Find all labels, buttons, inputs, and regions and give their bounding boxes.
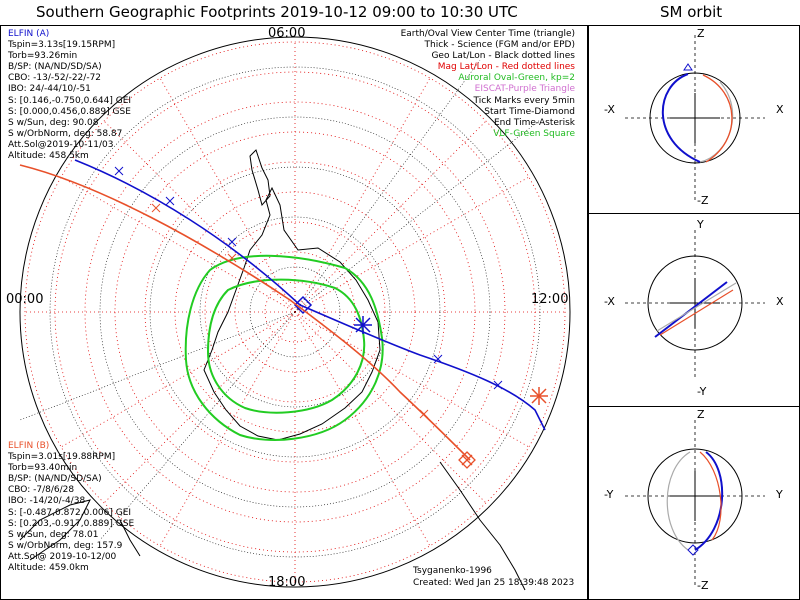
auroral-oval-inner <box>206 278 366 414</box>
legend-entry: End Time-Asterisk <box>493 117 575 128</box>
elfin-a-line: B/SP: (NA/ND/SD/SA) <box>8 62 102 73</box>
orbit-1-right-label: X <box>776 103 784 116</box>
elfin-b-end-asterisk <box>530 387 548 405</box>
elfin-a-name: ELFIN (A) <box>8 29 50 39</box>
elfin-a-line: S: [0.146,-0.750,0.644] GEI <box>8 95 132 106</box>
elfin-b-name: ELFIN (B) <box>8 441 50 451</box>
legend-entry: Tick Marks every 5min <box>473 95 575 106</box>
orbit-1-bottom-label: -Z <box>697 194 709 207</box>
orbit-1-left-label: -X <box>604 103 615 116</box>
elfin-a-line: IBO: 24/-44/10/-51 <box>8 84 91 95</box>
elfin-a-line: S w/OrbNorm, deg: 58.87 <box>8 128 123 139</box>
legend-entry: Mag Lat/Lon - Red dotted lines <box>437 62 575 73</box>
orbit-panel-xy <box>625 230 765 380</box>
geo-lon-lines <box>19 59 541 541</box>
elfin-b-info: ELFIN (B) Tspin=3.01s[19.88RPM] Torb=93.… <box>8 441 134 574</box>
elfin-b-line: S w/Sun, deg: 78.01 <box>8 529 99 540</box>
model-credit: Tsyganenko-1996 <box>413 566 492 576</box>
hour-label-left: 00:00 <box>6 292 44 307</box>
elfin-b-start-diamond <box>458 451 476 469</box>
legend-entry: Start Time-Diamond <box>484 106 575 117</box>
orbit-3-right-label: Y <box>776 488 783 501</box>
legend: Earth/Oval View Center Time (triangle) T… <box>401 29 575 140</box>
map-boundary <box>19 36 571 588</box>
elfin-b-line: Tspin=3.01s[19.88RPM] <box>8 452 116 463</box>
orbit-2-right-label: X <box>776 295 784 308</box>
elfin-b-line: S: [0.203,-0.917,0.889] GSE <box>8 518 135 529</box>
orbit-panel-xz <box>625 35 765 200</box>
legend-entry: Earth/Oval View Center Time (triangle) <box>400 29 575 39</box>
orbit-panel-yz <box>625 420 765 588</box>
elfin-b-track <box>19 164 471 461</box>
legend-entry: Geo Lat/Lon - Black dotted lines <box>431 51 575 62</box>
legend-entry: Thick - Science (FGM and/or EPD) <box>424 40 575 51</box>
geo-lat-circles <box>49 66 541 558</box>
legend-entry: EISCAT-Purple Triangle <box>474 84 575 95</box>
elfin-b-line: CBO: -7/8/6/28 <box>8 485 75 496</box>
hour-label-bottom: 18:00 <box>268 575 306 590</box>
elfin-a-line: Att.Sol@2019-10-11/03 <box>8 139 114 150</box>
new-zealand-outline <box>119 519 141 557</box>
elfin-b-line: IBO: -14/20/-4/38 <box>8 496 86 507</box>
created-timestamp: Created: Wed Jan 25 18:39:48 2023 <box>413 578 575 588</box>
africa-outline <box>439 461 526 591</box>
orbit-1-top-label: Z <box>697 27 705 40</box>
antarctica-outline <box>203 186 381 441</box>
elfin-a-line: CBO: -13/-52/-22/-72 <box>8 73 102 84</box>
orbit-3-left-label: -Y <box>604 488 614 501</box>
elfin-a-line: Torb=93.26min <box>8 51 78 62</box>
elfin-a-track <box>74 159 546 431</box>
orbit-2-bottom-label: -Y <box>697 385 707 398</box>
orbit-3-top-label: Z <box>697 408 705 421</box>
orbit-title: SM orbit <box>660 3 723 21</box>
elfin-b-line: S: [-0.487,0.872,0.006] GEI <box>8 507 132 518</box>
elfin-b-ticks <box>151 203 429 419</box>
elfin-a-line: S: [0.000,0.456,0.889] GSE <box>8 106 131 117</box>
elfin-b-line: Altitude: 459.0km <box>8 563 89 574</box>
elfin-b-line: B/SP: (NA/ND/SD/SA) <box>8 474 102 485</box>
elfin-a-line: Altitude: 458.5km <box>8 151 89 162</box>
elfin-b-line: Torb=93.40min <box>8 463 78 474</box>
orbit-2-top-label: Y <box>697 218 704 231</box>
elfin-b-line: Att.Sol@ 2019-10-12/00 <box>8 551 117 562</box>
elfin-a-line: Tspin=3.13s[19.15RPM] <box>8 40 116 51</box>
map-title: Southern Geographic Footprints 2019-10-1… <box>36 3 518 21</box>
hour-label-right: 12:00 <box>531 292 569 307</box>
legend-entry: VLF-Green Square <box>493 128 575 139</box>
elfin-b-line: S w/OrbNorm, deg: 157.9 <box>8 540 123 551</box>
auroral-oval-outer <box>184 254 384 441</box>
hour-label-top: 06:00 <box>268 26 306 41</box>
elfin-a-ticks <box>114 166 503 390</box>
elfin-a-end-asterisk <box>354 316 372 334</box>
south-america-tip <box>249 149 271 207</box>
australia-outline <box>19 499 91 561</box>
elfin-a-line: S w/Sun, deg: 90.08 <box>8 117 99 128</box>
elfin-a-info: ELFIN (A) Tspin=3.13s[19.15RPM] Torb=93.… <box>8 29 131 162</box>
legend-entry: Auroral Oval-Green, kp=2 <box>458 73 575 84</box>
orbit-3-bottom-label: -Z <box>697 579 709 592</box>
orbit-2-left-label: -X <box>604 295 615 308</box>
elfin-a-start-diamond <box>293 295 313 315</box>
